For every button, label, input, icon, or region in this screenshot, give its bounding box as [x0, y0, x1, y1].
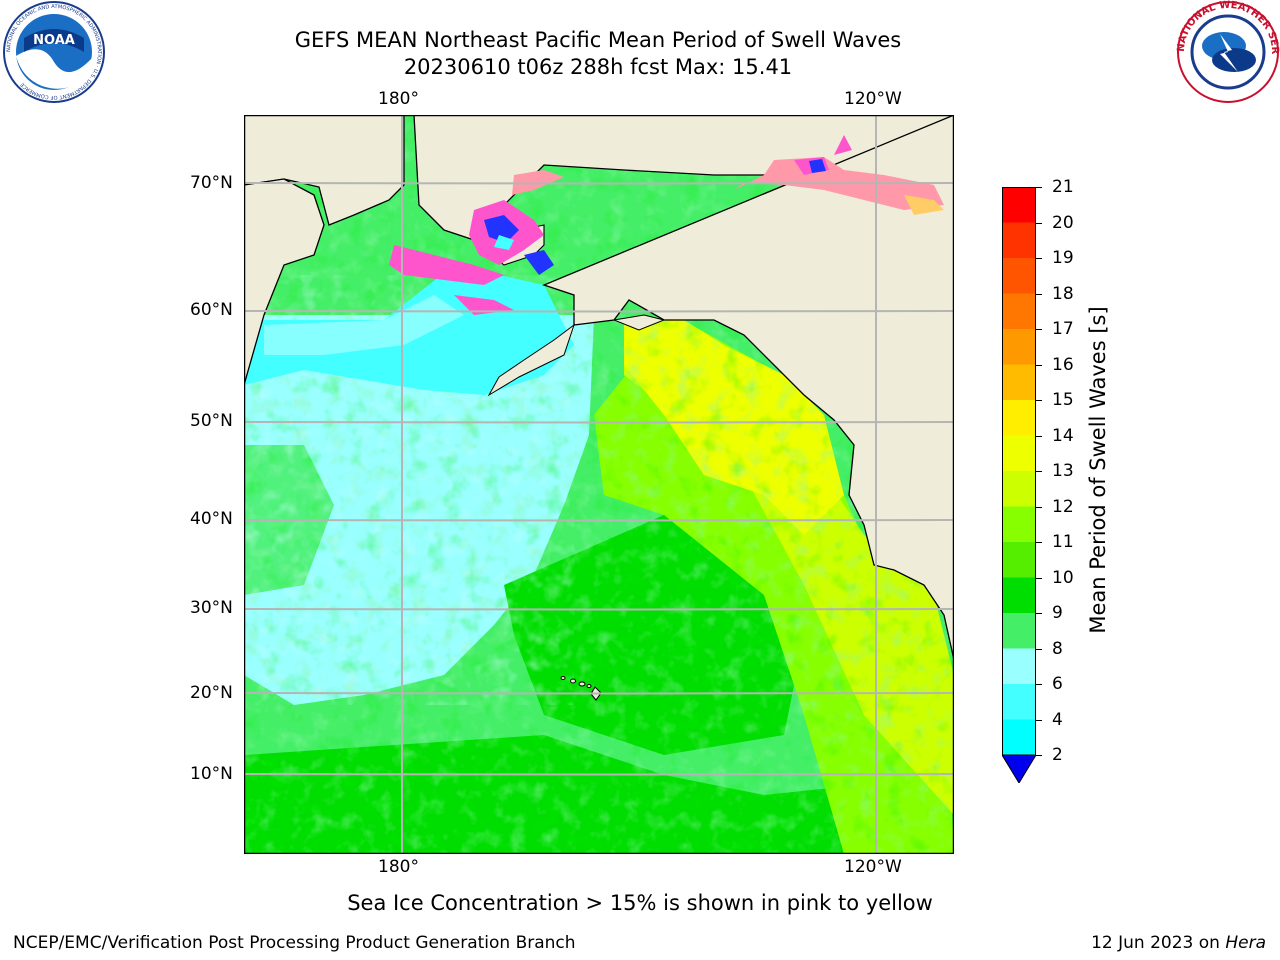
- colorbar-tick: [1036, 719, 1042, 721]
- lat-label-20n: 20°N: [190, 683, 233, 703]
- colorbar-under-triangle: [1002, 754, 1036, 783]
- colorbar-band: [1002, 293, 1036, 330]
- footer-credit: NCEP/EMC/Verification Post Processing Pr…: [13, 933, 576, 953]
- colorbar-tick-label: 8: [1052, 638, 1063, 659]
- lat-label-60n: 60°N: [190, 300, 233, 320]
- colorbar-tick-label: 12: [1052, 496, 1074, 517]
- colorbar-tick: [1036, 258, 1042, 259]
- colorbar-band: [1002, 187, 1036, 223]
- colorbar-tick-label: 6: [1052, 674, 1063, 694]
- colorbar-tick-label: 21: [1052, 177, 1074, 197]
- lat-label-70n: 70°N: [190, 173, 233, 193]
- colorbar-tick: [1036, 187, 1042, 188]
- colorbar-tick-label: 20: [1052, 212, 1074, 233]
- graticule: [244, 115, 954, 854]
- colorbar-tick: [1036, 506, 1042, 508]
- footer-machine: Hera: [1225, 933, 1266, 953]
- colorbar-band: [1002, 471, 1036, 507]
- colorbar-tick-label: 17: [1052, 319, 1074, 339]
- colorbar-tick-label: 13: [1052, 461, 1074, 481]
- colorbar-tick: [1036, 755, 1042, 756]
- colorbar-tick-label: 16: [1052, 354, 1074, 375]
- colorbar-tick-label: 11: [1052, 532, 1074, 552]
- colorbar-tick-label: 14: [1052, 425, 1074, 446]
- colorbar-tick: [1036, 329, 1042, 330]
- colorbar-band: [1002, 258, 1036, 294]
- colorbar-band: [1002, 329, 1036, 365]
- colorbar-tick-label: 10: [1052, 567, 1074, 588]
- lon-label-top-120w: 120°W: [844, 89, 902, 109]
- colorbar-band: [1002, 542, 1036, 578]
- lon-label-top-180: 180°: [378, 89, 419, 109]
- lat-label-10n: 10°N: [190, 764, 233, 784]
- colorbar-tick: [1036, 471, 1042, 472]
- colorbar-tick: [1036, 542, 1042, 543]
- colorbar-outline: [1002, 187, 1036, 756]
- chart-subtitle: 20230610 t06z 288h fcst Max: 15.41: [403, 55, 793, 79]
- colorbar-tick: [1036, 435, 1042, 437]
- colorbar-tick: [1036, 577, 1042, 579]
- lat-label-50n: 50°N: [190, 411, 233, 431]
- colorbar-band: [1002, 364, 1036, 401]
- lat-label-40n: 40°N: [190, 509, 233, 529]
- colorbar-band: [1002, 719, 1036, 756]
- colorbar-band: [1002, 506, 1036, 543]
- national-weather-service-logo: NATIONAL WEATHER SERVICE: [1176, 0, 1280, 103]
- colorbar-tick: [1036, 400, 1042, 401]
- colorbar-band: [1002, 684, 1036, 720]
- colorbar-tick-label: 2: [1052, 745, 1063, 765]
- swell-period-map: [244, 115, 954, 854]
- colorbar-band: [1002, 577, 1036, 614]
- hawaii-islands: [560, 676, 602, 701]
- footer-date-text: 12 Jun 2023 on: [1091, 933, 1226, 953]
- noaa-logo-text: NOAA: [33, 33, 75, 48]
- colorbar-band: [1002, 435, 1036, 472]
- colorbar-band: [1002, 613, 1036, 649]
- colorbar-tick: [1036, 648, 1042, 650]
- colorbar-tick-label: 15: [1052, 390, 1074, 410]
- colorbar-tick: [1036, 364, 1042, 366]
- noaa-logo: NOAA NATIONAL OCEANIC AND ATMOSPHERIC AD…: [3, 1, 105, 103]
- colorbar-tick: [1036, 293, 1042, 295]
- colorbar-band: [1002, 648, 1036, 685]
- footer-date: 12 Jun 2023 on Hera: [1091, 933, 1266, 953]
- colorbar: [1002, 187, 1036, 783]
- colorbar-tick-label: 19: [1052, 248, 1074, 268]
- colorbar-tick-label: 18: [1052, 283, 1074, 304]
- colorbar-tick: [1036, 613, 1042, 614]
- colorbar-tick: [1036, 222, 1042, 224]
- lon-label-bottom-180: 180°: [378, 857, 419, 877]
- chart-title: GEFS MEAN Northeast Pacific Mean Period …: [294, 28, 902, 52]
- colorbar-title: Mean Period of Swell Waves [s]: [1086, 306, 1110, 634]
- sea-ice-note: Sea Ice Concentration > 15% is shown in …: [347, 891, 933, 915]
- colorbar-band: [1002, 400, 1036, 436]
- map-field: [244, 115, 954, 854]
- colorbar-band: [1002, 222, 1036, 259]
- colorbar-tick-label: 9: [1052, 603, 1063, 623]
- colorbar-tick: [1036, 684, 1042, 685]
- colorbar-tick-label: 4: [1052, 709, 1063, 730]
- lat-label-30n: 30°N: [190, 598, 233, 618]
- lon-label-bottom-120w: 120°W: [844, 857, 902, 877]
